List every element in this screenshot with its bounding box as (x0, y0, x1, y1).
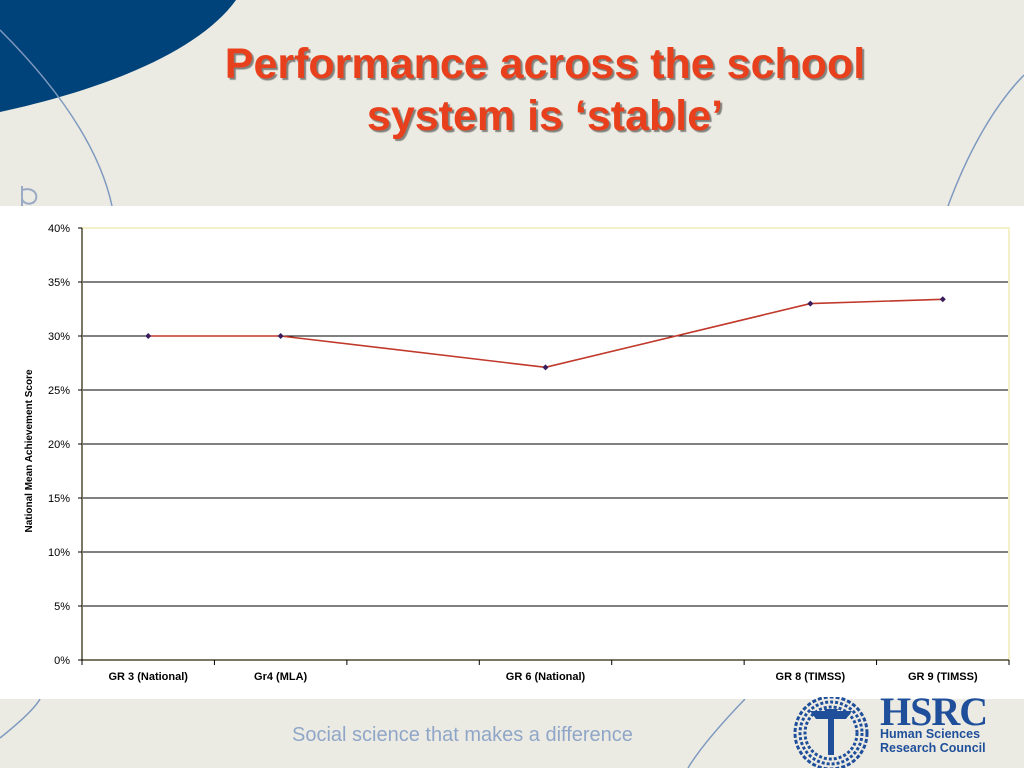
x-tick-label: GR 8 (TIMSS) (776, 671, 846, 683)
line-chart: 0% 5% 10% 15% 20% 25% 30% 35% 40% GR 3 (National… (24, 223, 1010, 683)
logo-name-line-1: Human Sciences (880, 727, 981, 741)
bottom-arc-right (687, 698, 746, 768)
emblem-pillar (824, 709, 838, 755)
bottom-arc-left (0, 698, 41, 739)
x-tick-labels: GR 3 (National) Gr4 (MLA) GR 6 (National) G… (108, 671, 977, 683)
data-series (145, 296, 946, 371)
emblem-ring (793, 697, 869, 768)
x-tick-label: GR 6 (National) (506, 671, 586, 683)
data-point-marker (277, 333, 284, 339)
y-tick-labels: 0% 5% 10% 15% 20% 25% 30% 35% 40% (48, 223, 70, 667)
data-point-marker (807, 300, 814, 307)
logo-name-line-2: Research Council (880, 740, 986, 755)
corner-arc-right (947, 74, 1024, 207)
x-tick-label: GR 3 (National) (108, 671, 188, 683)
logo-acronym: HSRC (880, 689, 988, 734)
data-point-marker (542, 364, 549, 371)
tagline: Social science that makes a difference (292, 724, 633, 746)
hsrc-emblem-icon (793, 697, 869, 768)
slide-title: Performance across the school system is … (224, 40, 866, 140)
x-tick-label: GR 9 (TIMSS) (908, 671, 978, 683)
gridlines (82, 227, 1009, 607)
y-tick-label: 25% (48, 385, 70, 397)
axes (78, 227, 1010, 665)
y-tick-label: 5% (54, 601, 70, 613)
y-tick-label: 30% (48, 331, 70, 343)
y-tick-label: 40% (48, 223, 70, 235)
data-point-marker (939, 296, 946, 303)
series-line (148, 298, 943, 369)
chart-panel: 0% 5% 10% 15% 20% 25% 30% 35% 40% GR 3 (National… (0, 206, 1024, 699)
emblem-arms (810, 711, 852, 719)
y-tick-label: 35% (48, 277, 70, 289)
corner-blue-swoosh (0, 0, 236, 112)
x-tick-label: Gr4 (MLA) (254, 671, 308, 683)
emblem-ring (803, 705, 859, 761)
logo-fullname: Human Sciences Research Council (880, 727, 986, 755)
data-point-marker (145, 333, 152, 339)
corner-arc-left (0, 29, 113, 207)
y-tick-label: 0% (54, 655, 70, 667)
emblem-ring (798, 700, 864, 766)
watermark-glyph (21, 186, 38, 206)
y-tick-label: 20% (48, 439, 70, 451)
y-tick-label: 15% (48, 493, 70, 505)
y-tick-label: 10% (48, 547, 70, 559)
y-axis-title: National Mean Achievement Score (24, 369, 35, 532)
